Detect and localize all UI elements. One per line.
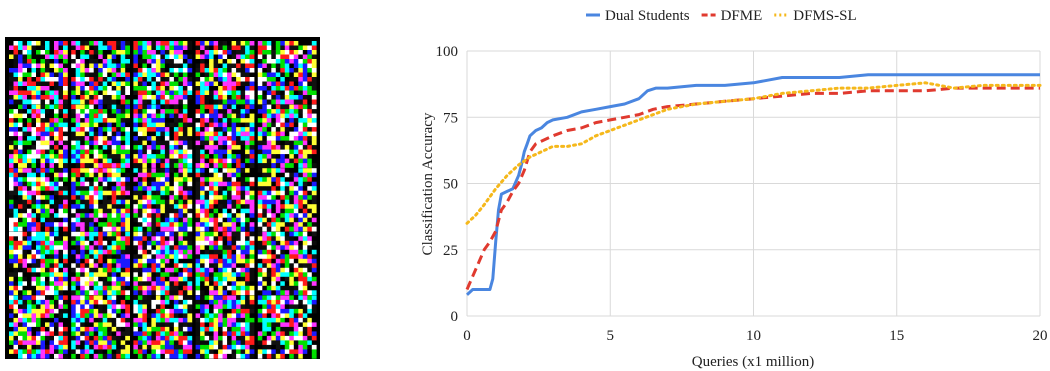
x-tick-label: 10 — [746, 328, 761, 344]
noise-tile — [71, 295, 130, 359]
noise-tile — [257, 168, 317, 232]
noise-tile — [195, 231, 255, 296]
noise-tile — [195, 168, 255, 232]
noise-tile — [9, 295, 68, 359]
noise-tile — [71, 104, 130, 168]
x-tick-label: 20 — [1033, 328, 1048, 344]
y-tick-label: 100 — [436, 44, 459, 60]
noise-tile — [133, 168, 193, 232]
noise-tile — [71, 231, 130, 296]
x-axis-title: Queries (x1 million) — [692, 354, 814, 370]
chart-legend: Dual Students DFME DFMS-SL — [586, 8, 857, 24]
noise-tile — [71, 168, 130, 232]
y-tick-label: 0 — [451, 309, 459, 325]
y-axis-title: Classification Accuracy — [420, 112, 436, 255]
series-line-2 — [465, 86, 1040, 291]
noise-tile — [133, 104, 193, 168]
chart-gridlines — [466, 50, 1041, 317]
noise-grid-image — [5, 37, 320, 359]
noise-tile — [257, 104, 317, 168]
y-tick-label: 75 — [443, 110, 458, 126]
noise-tile — [195, 295, 255, 359]
noise-tile — [195, 41, 255, 105]
legend-label: DFME — [721, 8, 763, 24]
x-tick-label: 15 — [889, 328, 904, 344]
noise-tile — [9, 231, 68, 296]
x-tick-label: 5 — [607, 328, 615, 344]
chart-series-layer — [465, 73, 1042, 296]
chart-tick-labels: 0 25 50 75 100 0 5 10 15 20 — [436, 44, 1048, 344]
x-tick-label: 0 — [463, 328, 471, 344]
noise-tile — [257, 295, 317, 359]
y-tick-label: 25 — [443, 243, 458, 259]
noise-tile — [71, 41, 130, 105]
series-line-3 — [465, 81, 1042, 225]
noise-tile — [133, 295, 193, 359]
noise-tile — [257, 41, 317, 105]
noise-tile — [9, 168, 68, 232]
noise-tile — [9, 104, 68, 168]
y-tick-label: 50 — [443, 177, 458, 193]
legend-label: DFMS-SL — [793, 8, 856, 24]
legend-label: Dual Students — [605, 8, 690, 24]
noise-tile — [195, 104, 255, 168]
noise-tile — [133, 41, 193, 105]
noise-tile — [9, 41, 68, 105]
noise-tile — [257, 231, 317, 296]
series-line-1 — [465, 73, 1040, 296]
noise-tile — [133, 231, 193, 296]
